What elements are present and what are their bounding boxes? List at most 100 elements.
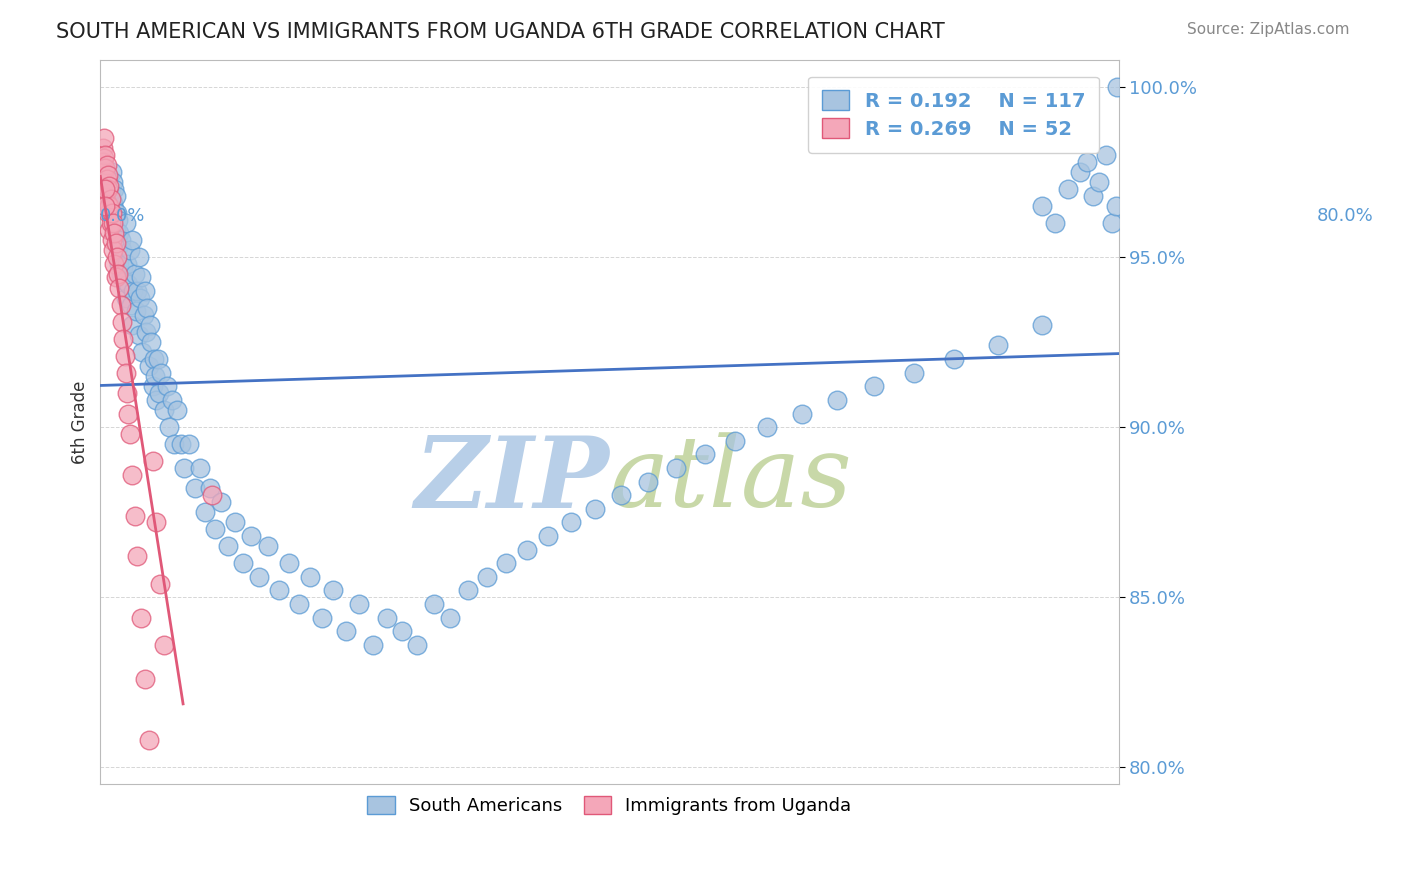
- Point: [153, 638, 176, 652]
- Point: [1107, 79, 1129, 94]
- Point: [239, 529, 262, 543]
- Point: [1105, 199, 1128, 213]
- Point: [112, 260, 135, 275]
- Point: [101, 195, 124, 210]
- Point: [148, 386, 170, 401]
- Point: [153, 403, 176, 417]
- Legend: South Americans, Immigrants from Uganda: South Americans, Immigrants from Uganda: [357, 785, 862, 826]
- Point: [103, 182, 125, 196]
- Point: [157, 420, 180, 434]
- Point: [1043, 216, 1066, 230]
- Point: [128, 291, 150, 305]
- Point: [91, 154, 114, 169]
- Point: [163, 437, 186, 451]
- Point: [173, 461, 195, 475]
- Point: [129, 270, 152, 285]
- Point: [790, 407, 813, 421]
- Point: [585, 501, 607, 516]
- Point: [94, 161, 117, 176]
- Point: [288, 597, 311, 611]
- Point: [560, 516, 582, 530]
- Point: [96, 158, 118, 172]
- Point: [94, 188, 117, 202]
- Point: [224, 516, 246, 530]
- Point: [665, 461, 688, 475]
- Point: [93, 151, 115, 165]
- Point: [141, 454, 163, 468]
- Point: [1095, 148, 1118, 162]
- Point: [105, 233, 128, 247]
- Point: [188, 461, 211, 475]
- Point: [114, 349, 136, 363]
- Point: [101, 205, 124, 219]
- Point: [105, 250, 128, 264]
- Text: 0.0%: 0.0%: [100, 207, 146, 226]
- Point: [457, 583, 479, 598]
- Point: [128, 328, 150, 343]
- Point: [121, 233, 143, 247]
- Point: [610, 488, 633, 502]
- Point: [267, 583, 290, 598]
- Point: [96, 169, 118, 183]
- Point: [101, 165, 124, 179]
- Point: [155, 379, 177, 393]
- Y-axis label: 6th Grade: 6th Grade: [72, 380, 89, 464]
- Point: [827, 392, 849, 407]
- Point: [232, 556, 254, 570]
- Point: [122, 284, 145, 298]
- Point: [97, 182, 120, 196]
- Point: [104, 188, 127, 202]
- Point: [134, 284, 156, 298]
- Point: [114, 366, 136, 380]
- Point: [104, 270, 127, 285]
- Point: [94, 199, 117, 213]
- Point: [114, 216, 136, 230]
- Point: [93, 165, 115, 179]
- Point: [128, 250, 150, 264]
- Point: [724, 434, 747, 448]
- Point: [91, 141, 114, 155]
- Point: [201, 488, 224, 502]
- Point: [97, 169, 120, 183]
- Point: [94, 148, 117, 162]
- Point: [335, 624, 357, 639]
- Point: [127, 284, 149, 298]
- Point: [166, 403, 188, 417]
- Point: [1088, 175, 1111, 189]
- Point: [98, 223, 121, 237]
- Point: [391, 624, 413, 639]
- Text: SOUTH AMERICAN VS IMMIGRANTS FROM UGANDA 6TH GRADE CORRELATION CHART: SOUTH AMERICAN VS IMMIGRANTS FROM UGANDA…: [56, 22, 945, 42]
- Point: [124, 267, 146, 281]
- Point: [94, 182, 117, 196]
- Point: [117, 277, 139, 292]
- Point: [204, 522, 226, 536]
- Point: [112, 332, 135, 346]
- Point: [98, 178, 121, 193]
- Point: [198, 482, 221, 496]
- Point: [98, 199, 121, 213]
- Point: [107, 267, 129, 281]
- Point: [124, 508, 146, 523]
- Point: [495, 556, 517, 570]
- Point: [105, 205, 128, 219]
- Point: [94, 175, 117, 189]
- Point: [160, 392, 183, 407]
- Point: [104, 236, 127, 251]
- Point: [138, 359, 160, 373]
- Point: [423, 597, 446, 611]
- Point: [863, 379, 886, 393]
- Point: [209, 495, 232, 509]
- Point: [110, 233, 132, 247]
- Point: [1056, 182, 1078, 196]
- Point: [146, 352, 169, 367]
- Point: [477, 570, 499, 584]
- Point: [114, 274, 136, 288]
- Point: [100, 192, 122, 206]
- Point: [125, 304, 148, 318]
- Point: [100, 186, 122, 200]
- Point: [120, 297, 142, 311]
- Point: [132, 308, 155, 322]
- Point: [217, 539, 239, 553]
- Point: [439, 610, 461, 624]
- Point: [145, 392, 167, 407]
